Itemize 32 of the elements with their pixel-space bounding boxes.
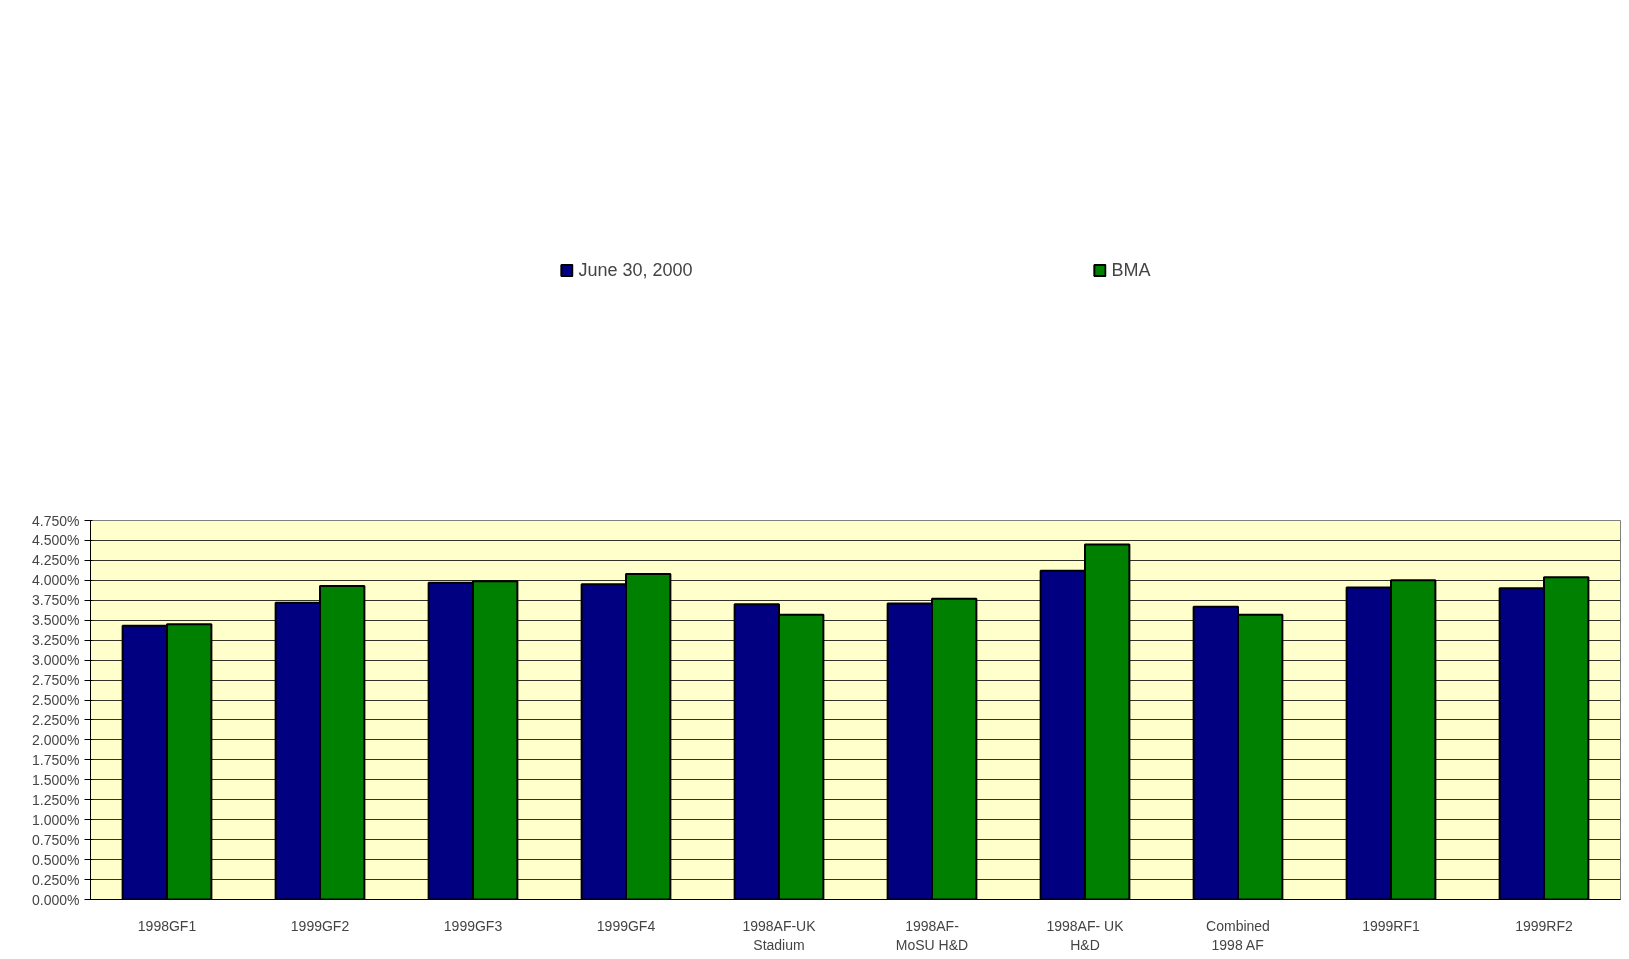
x-tick-label: 1999GF2 xyxy=(290,917,350,934)
y-tick-label: 3.750% xyxy=(32,592,80,609)
y-tick-label: 3.250% xyxy=(32,632,80,649)
x-tick-label: Combined 1998 AF xyxy=(1206,917,1270,953)
y-tick-label: 4.500% xyxy=(32,532,80,549)
y-tick-label: 2.000% xyxy=(32,731,80,748)
y-tick-label: 0.000% xyxy=(32,891,80,908)
y-tick-label: 1.000% xyxy=(32,811,80,828)
y-tick-label: 1.500% xyxy=(32,771,80,788)
y-tick-label: 4.750% xyxy=(32,512,80,529)
y-tick-label: 2.500% xyxy=(32,692,80,709)
x-tick-label: 1998AF- UK H&D xyxy=(1046,917,1125,953)
y-tick-label: 2.250% xyxy=(32,711,80,728)
y-tick-label: 1.750% xyxy=(32,751,80,768)
legend-label: BMA xyxy=(1111,259,1151,281)
x-tick-label: 1999RF2 xyxy=(1515,917,1574,934)
y-tick-label: 4.250% xyxy=(32,552,80,569)
y-tick-label: 2.750% xyxy=(32,672,80,689)
x-tick-label: 1998GF1 xyxy=(137,917,197,934)
y-tick-label: 3.000% xyxy=(32,652,80,669)
x-tick-label: 1999GF3 xyxy=(443,917,503,934)
y-tick-label: 0.250% xyxy=(32,871,80,888)
x-tick-label: 1998AF-UK Stadium xyxy=(742,917,817,953)
y-tick-label: 3.500% xyxy=(32,612,80,629)
y-tick-label: 0.750% xyxy=(32,831,80,848)
x-tick-label: 1999RF1 xyxy=(1362,917,1421,934)
x-tick-label: 1999GF4 xyxy=(596,917,656,934)
y-tick-label: 0.500% xyxy=(32,851,80,868)
y-tick-label: 1.250% xyxy=(32,791,80,808)
y-tick-label: 4.000% xyxy=(32,572,80,589)
x-tick-label: 1998AF- MoSU H&D xyxy=(895,917,969,953)
legend-label: June 30, 2000 xyxy=(578,259,693,281)
